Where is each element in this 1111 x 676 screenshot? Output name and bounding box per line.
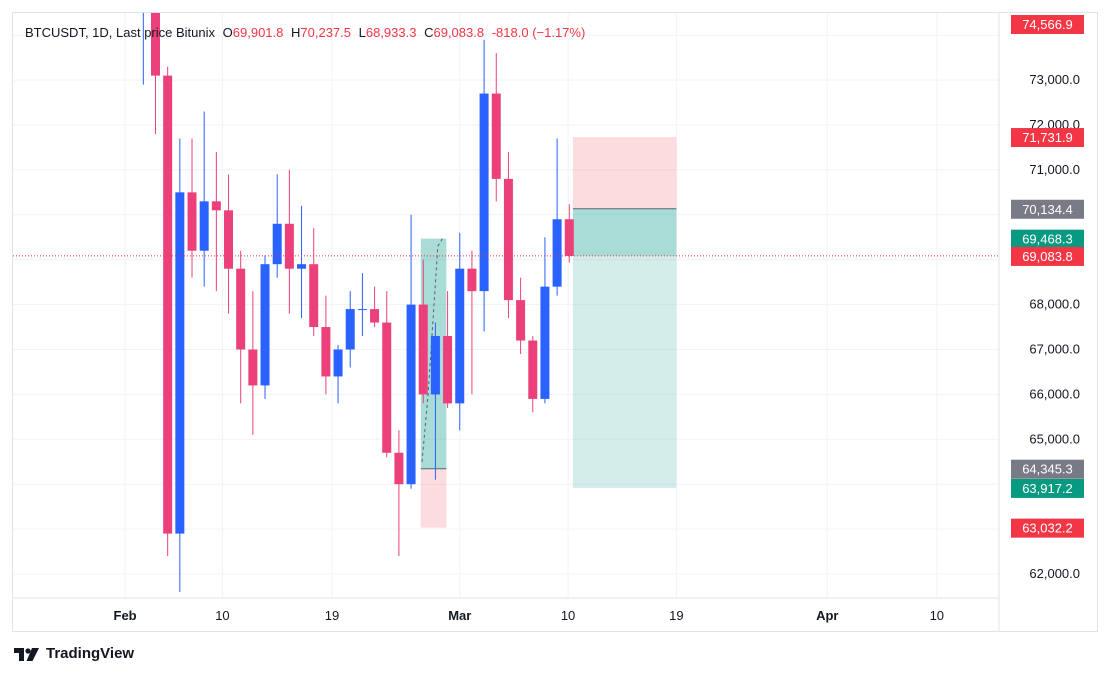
low-value: 68,933.3 (365, 25, 417, 40)
price-label-text: 63,032.2 (1022, 521, 1073, 536)
close-label: C (424, 25, 434, 40)
position-filled-zone (572, 208, 677, 256)
position-target-zone (572, 208, 677, 488)
price-label-text: 74,566.9 (1022, 17, 1073, 32)
candle-body (564, 219, 574, 256)
price-axis[interactable]: 73,000.072,000.071,000.068,000.067,000.0… (998, 13, 1084, 632)
candle-body (394, 452, 404, 485)
candle-body (406, 304, 416, 485)
price-label-text: 69,468.3 (1022, 232, 1073, 247)
price-tick-label: 62,000.0 (1029, 566, 1080, 581)
price-tick-label: 73,000.0 (1029, 72, 1080, 87)
close-value: 69,083.8 (433, 25, 485, 40)
time-tick-label: Feb (114, 608, 137, 623)
candle-body (345, 309, 355, 350)
candle-body (443, 336, 453, 404)
price-tick-label: 66,000.0 (1029, 386, 1080, 401)
candle-body (151, 13, 160, 76)
candle-body (382, 322, 392, 453)
candle-body (516, 300, 526, 341)
price-label-badge: 69,083.8 (1011, 246, 1084, 266)
candle-body (224, 210, 234, 269)
candle-body (552, 219, 562, 287)
candle-body (236, 268, 246, 350)
open-value: 69,901.8 (232, 25, 284, 40)
time-tick-label: 10 (561, 608, 575, 623)
candle-body (284, 223, 294, 269)
price-label-badge: 64,345.3 (1011, 459, 1084, 479)
time-tick-label: 10 (930, 608, 944, 623)
symbol-title: BTCUSDT, 1D, Last price Bitunix (25, 25, 216, 40)
grid-layer (13, 13, 999, 598)
price-tick-label: 67,000.0 (1029, 342, 1080, 357)
time-tick-label: 19 (669, 608, 683, 623)
candle-body (297, 264, 307, 269)
price-label-bg (1011, 128, 1084, 148)
candle-body (321, 327, 331, 377)
price-label-bg (1011, 199, 1084, 219)
candle-body (467, 268, 477, 292)
candle-body (248, 349, 258, 386)
candle-body (175, 192, 185, 534)
price-label-bg (1011, 518, 1084, 538)
price-tick-label: 68,000.0 (1029, 297, 1080, 312)
high-value: 70,237.5 (300, 25, 351, 40)
price-label-bg (1011, 459, 1084, 479)
time-tick-label: 19 (325, 608, 339, 623)
candle-body (370, 309, 380, 323)
price-label-badge: 70,134.4 (1011, 199, 1084, 219)
price-label-badge: 63,917.2 (1011, 478, 1084, 498)
candle-body (430, 336, 440, 395)
candle-body (211, 201, 221, 211)
price-label-badge: 69,468.3 (1011, 229, 1084, 249)
candle-body (163, 75, 173, 534)
price-label-bg (1011, 15, 1084, 34)
position-stop-zone (420, 468, 447, 528)
candle-body (491, 93, 501, 179)
time-tick-label: 10 (215, 608, 229, 623)
candle-body (272, 223, 282, 265)
candles-layer (142, 13, 574, 592)
candle-body (503, 178, 513, 301)
price-label-badge: 63,032.2 (1011, 518, 1084, 538)
candle-body (455, 268, 465, 404)
ohlc-legend: BTCUSDT, 1D, Last price Bitunix O69,901.… (25, 25, 585, 40)
tradingview-logo-icon (14, 646, 40, 662)
candle-body (479, 93, 489, 292)
price-label-text: 70,134.4 (1022, 202, 1073, 217)
candle-body (333, 349, 343, 377)
open-label: O (222, 25, 233, 40)
position-tools-layer[interactable] (420, 137, 677, 528)
chart-frame[interactable]: 73,000.0 72,000.0 71,000.0 68,000.0 67,000.0… (12, 12, 1098, 632)
price-label-text: 69,083.8 (1022, 249, 1073, 264)
high-label: H (291, 25, 301, 40)
price-label-bg (1011, 246, 1084, 266)
price-label-bg (1011, 229, 1084, 249)
low-label: L (358, 25, 366, 40)
candle-body (187, 192, 197, 251)
position-stop-zone (572, 137, 677, 209)
price-label-text: 71,731.9 (1022, 130, 1073, 145)
time-tick-label: Mar (448, 608, 471, 623)
chart-canvas[interactable]: 73,000.072,000.071,000.068,000.067,000.0… (13, 13, 1098, 632)
change-value: -818.0 (−1.17%) (491, 25, 586, 40)
price-label-text: 63,917.2 (1022, 481, 1073, 496)
candle-body (540, 286, 550, 399)
price-label-text: 64,345.3 (1022, 462, 1073, 477)
candle-body (260, 264, 270, 386)
time-axis[interactable]: Feb 10 19 Mar 10 19 Apr 10 (13, 597, 999, 623)
branding[interactable]: TradingView (14, 645, 134, 662)
time-tick-label: Apr (816, 608, 838, 623)
price-tick-label: 71,000.0 (1029, 162, 1080, 177)
candle-body (357, 309, 367, 311)
candle-body (418, 304, 428, 395)
price-label-badge: 71,731.9 (1011, 128, 1084, 148)
candle-body (528, 340, 538, 399)
price-tick-label: 65,000.0 (1029, 431, 1080, 446)
price-label-bg (1011, 478, 1084, 498)
candle-body (309, 264, 319, 328)
brand-name: TradingView (46, 645, 135, 662)
candle-body (199, 201, 209, 251)
price-label-badge: 74,566.9 (1011, 15, 1084, 34)
